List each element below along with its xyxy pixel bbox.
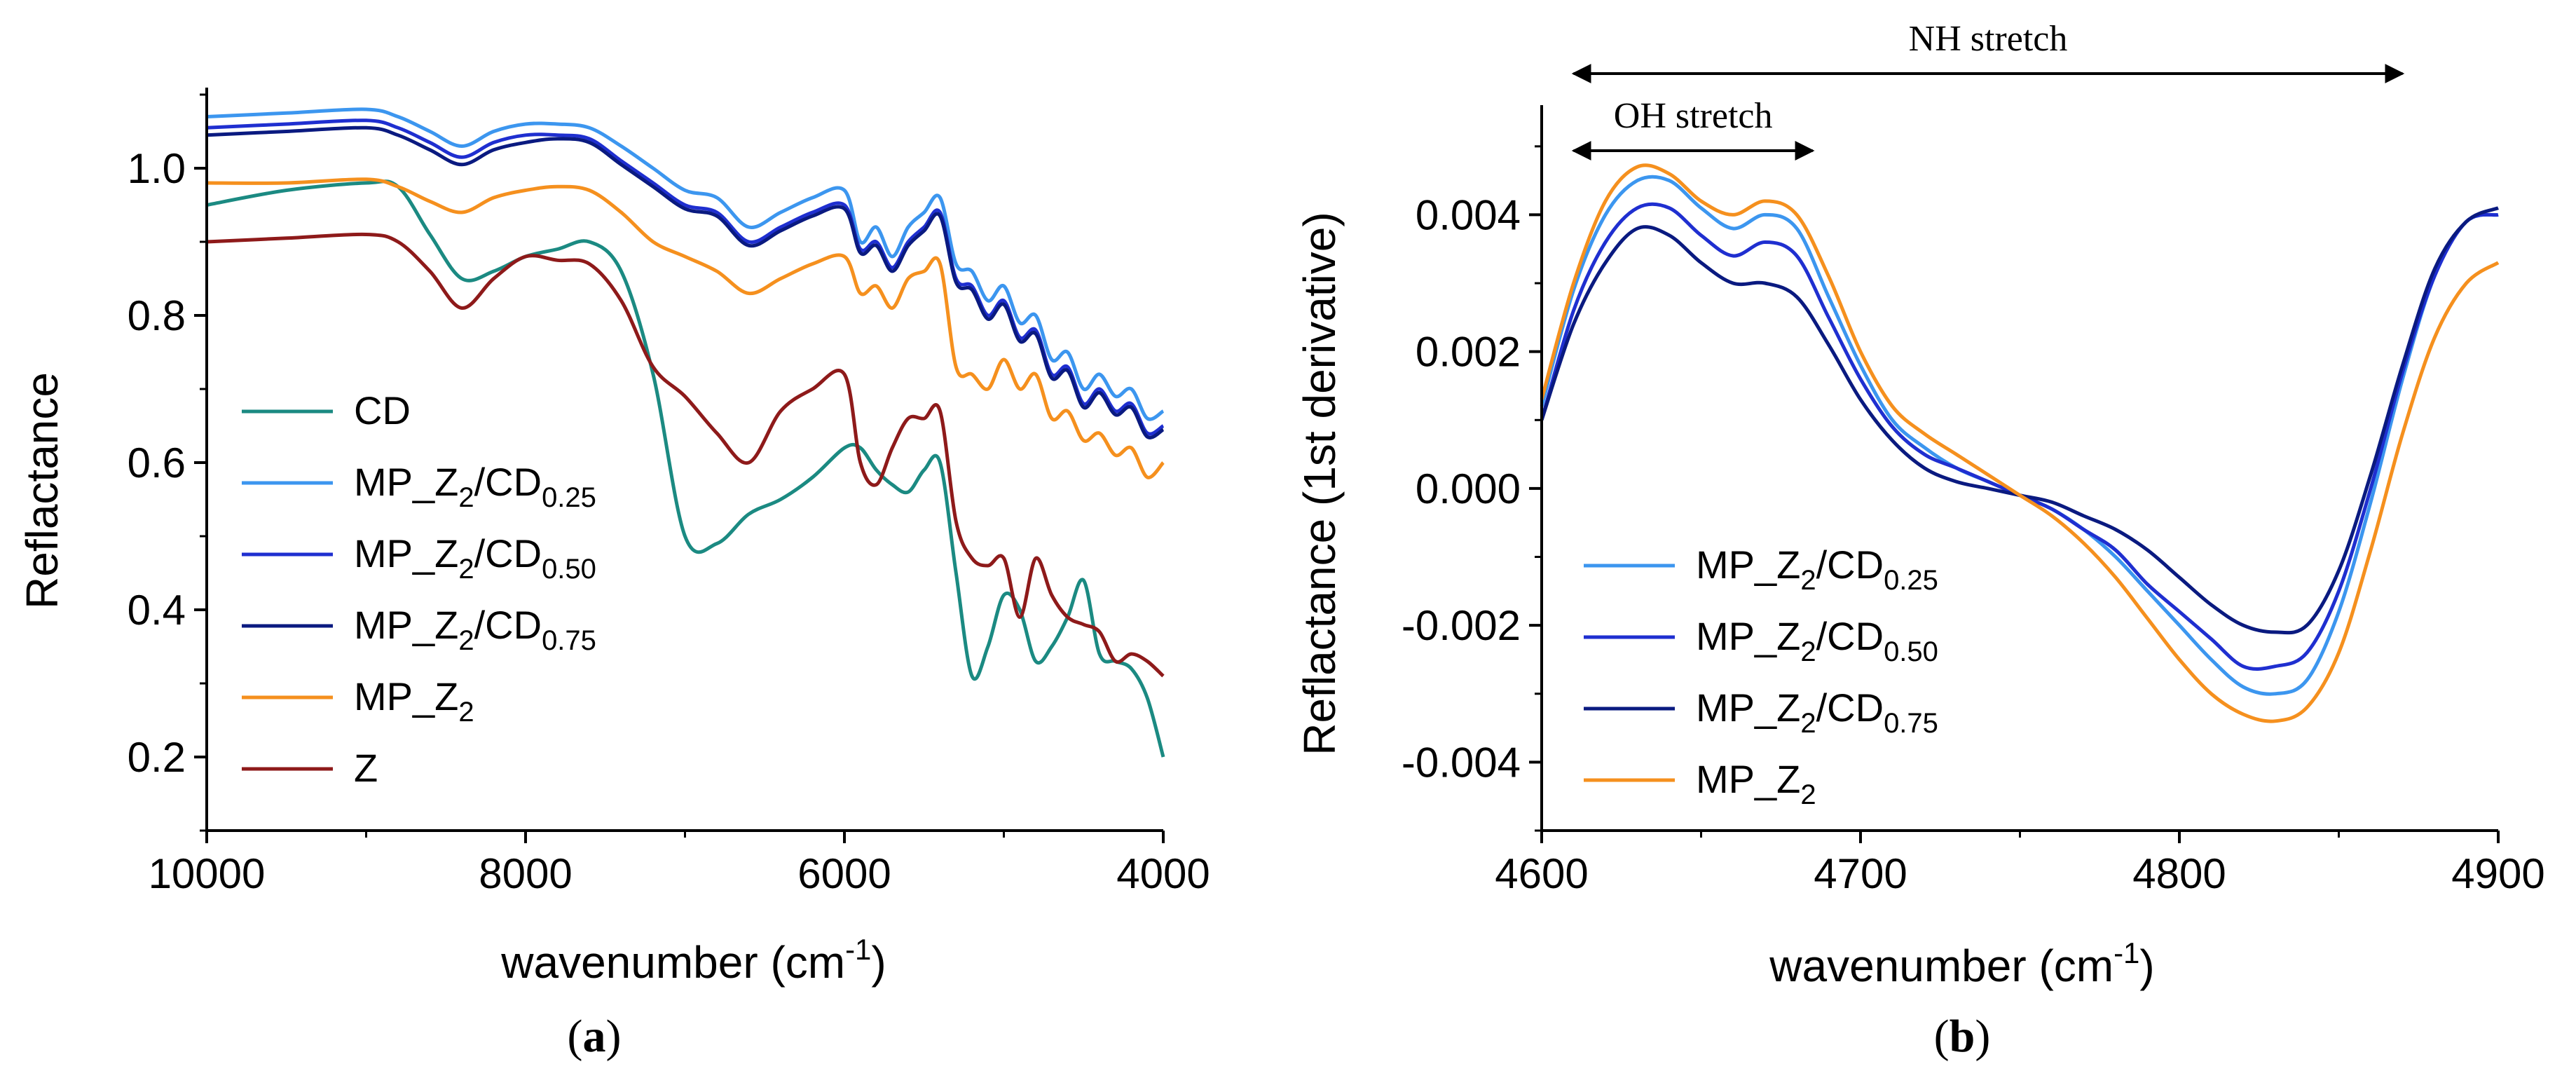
a-legend-entry-4: MP_Z2	[354, 674, 474, 728]
series-line-a-4	[206, 177, 1165, 479]
b-x-tick-label-0: 4600	[1495, 850, 1588, 897]
series-line-a-1	[206, 107, 1165, 421]
a-y-tick-label-0: 0.2	[128, 734, 186, 781]
series-line-a-5	[206, 232, 1165, 678]
a-y-tick-label-3: 0.8	[128, 292, 186, 339]
series-line-b-2	[1540, 206, 2499, 635]
panel-a-x-axis-label-end: )	[871, 937, 886, 988]
b-y-tick-label-0: -0.004	[1402, 739, 1521, 786]
panel-b-x-axis-label-main: wavenumber (cm	[1769, 941, 2113, 991]
panel-b-annotations: NH stretch OH stretch	[1571, 19, 2405, 161]
panel-b-x-axis-label-sup: -1	[2113, 936, 2139, 969]
a-y-tick-label-4: 1.0	[128, 145, 186, 192]
b-x-tick-label-1: 4700	[1814, 850, 1907, 897]
panel-b-x-axis-label-end: )	[2139, 941, 2154, 991]
panel-b-y-axis-label: Reflactance (1st derivative)	[1294, 212, 1345, 755]
series-line-a-3	[206, 125, 1165, 439]
a-x-tick-label-1: 8000	[479, 850, 572, 897]
a-legend-entry-0: CD	[354, 388, 411, 432]
panel-a-label: (a)	[568, 1011, 622, 1062]
annotation-label-0: NH stretch	[1909, 19, 2068, 59]
b-y-tick-label-2: 0.000	[1416, 465, 1521, 512]
a-x-tick-label-0: 10000	[149, 850, 266, 897]
panel-a-chart: 10000 8000 6000 4000 0.2 0.4 0.6 0.8 1.0 CD MP_Z2…	[17, 88, 1210, 1062]
panel-a-plot-area	[206, 107, 1165, 758]
panel-a-x-axis-label: wavenumber (cm-1)	[500, 933, 886, 988]
panel-a-axes: 10000 8000 6000 4000 0.2 0.4 0.6 0.8 1.0	[128, 88, 1210, 897]
b-y-tick-label-4: 0.004	[1416, 191, 1521, 238]
a-x-tick-label-2: 6000	[797, 850, 891, 897]
series-line-b-0	[1540, 175, 2499, 696]
panel-b-letter: b	[1950, 1011, 1975, 1062]
a-y-tick-label-2: 0.6	[128, 439, 186, 486]
b-legend-entry-2: MP_Z2/CD0.75	[1696, 685, 1938, 739]
panel-a-x-axis-label-sup: -1	[845, 933, 871, 966]
b-y-tick-label-1: -0.002	[1402, 602, 1521, 649]
a-legend-entry-1: MP_Z2/CD0.25	[354, 460, 596, 513]
panel-b-legend: MP_Z2/CD0.25 MP_Z2/CD0.50 MP_Z2/CD0.75 MP_Z…	[1584, 543, 1938, 810]
series-line-a-0	[206, 179, 1165, 758]
a-legend-entry-5: Z	[354, 746, 378, 790]
panel-a-y-axis-label: Reflactance	[17, 372, 67, 609]
b-legend-entry-3: MP_Z2	[1696, 757, 1816, 810]
b-legend-entry-0: MP_Z2/CD0.25	[1696, 543, 1938, 596]
panel-a-x-axis-label-main: wavenumber (cm	[500, 937, 845, 988]
series-line-a-2	[206, 118, 1165, 436]
a-legend-entry-2: MP_Z2/CD0.50	[354, 531, 596, 585]
b-legend-entry-1: MP_Z2/CD0.50	[1696, 614, 1938, 667]
panel-a-legend: CD MP_Z2/CD0.25 MP_Z2/CD0.50 MP_Z2/CD0.75 MP…	[242, 388, 596, 790]
panel-b-x-axis-label: wavenumber (cm-1)	[1769, 936, 2154, 991]
panel-a-letter: a	[583, 1011, 606, 1062]
series-line-b-3	[1540, 163, 2500, 723]
panel-b-chart: 4600 4700 4800 4900 -0.004 -0.002 0.000 0.002 0.…	[1294, 19, 2545, 1062]
annotation-label-1: OH stretch	[1614, 96, 1773, 136]
b-y-tick-label-3: 0.002	[1416, 329, 1521, 376]
panel-b-label: (b)	[1934, 1011, 1991, 1062]
a-legend-entry-3: MP_Z2/CD0.75	[354, 603, 596, 656]
panel-b-axes: 4600 4700 4800 4900 -0.004 -0.002 0.000 0.002 0.…	[1402, 105, 2545, 897]
a-x-tick-label-3: 4000	[1116, 850, 1210, 897]
b-x-tick-label-2: 4800	[2132, 850, 2226, 897]
b-x-tick-label-3: 4900	[2451, 850, 2544, 897]
a-y-tick-label-1: 0.4	[128, 587, 186, 634]
panel-b-plot-area	[1540, 163, 2500, 723]
